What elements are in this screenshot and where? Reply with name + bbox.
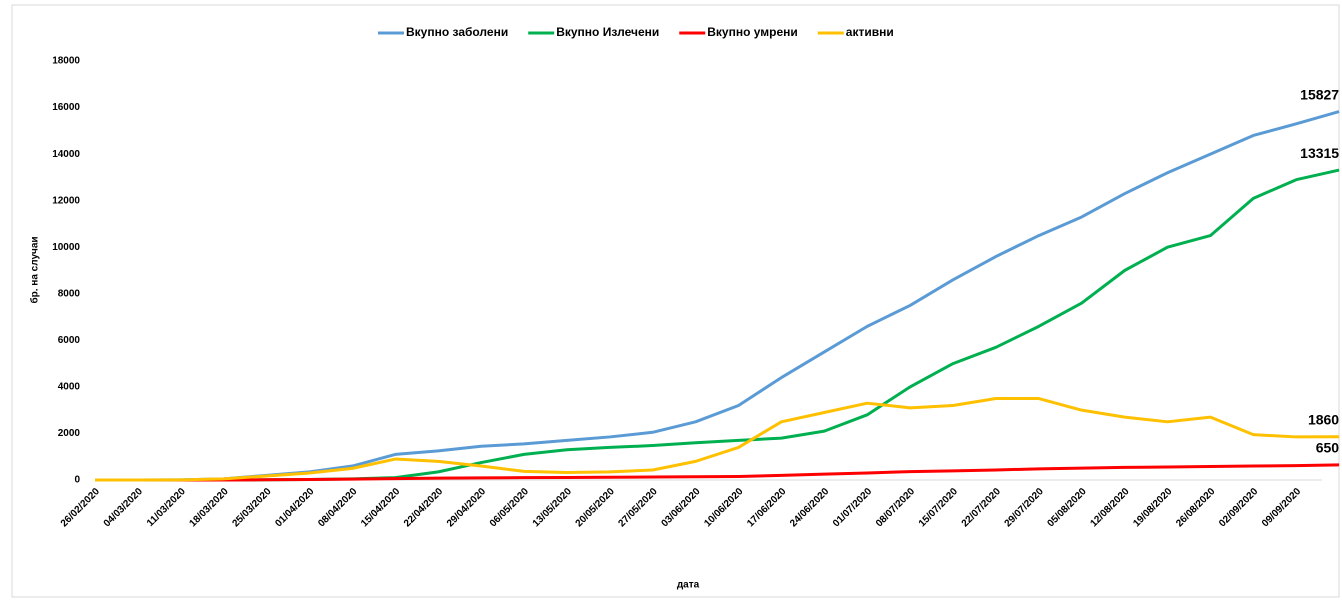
y-tick-label: 4000 (58, 382, 81, 393)
y-axis-label: бр. на случаи (29, 236, 41, 303)
y-tick-label: 0 (74, 475, 80, 486)
y-tick-label: 6000 (58, 335, 81, 346)
series-line (95, 397, 1340, 482)
y-tick-label: 10000 (52, 242, 80, 253)
y-tick-label: 16000 (52, 102, 80, 113)
y-tick-label: 2000 (58, 428, 81, 439)
end-label: 1860 (1308, 411, 1339, 427)
legend: Вкупно заболени Вкупно Излечени Вкупно умр… (378, 25, 894, 39)
chart-border (11, 4, 1340, 598)
end-label: 15827 (1300, 86, 1339, 102)
x-axis-label: дата (677, 580, 700, 591)
legend-label: Вкупно умрени (707, 25, 798, 39)
end-label: 650 (1316, 440, 1340, 456)
y-tick-label: 8000 (58, 288, 81, 299)
y-tick-label: 18000 (52, 56, 80, 67)
end-label: 13315 (1300, 145, 1339, 161)
y-tick-label: 14000 (52, 149, 80, 160)
legend-label: Вкупно Излечени (556, 25, 659, 39)
legend-label: активни (846, 25, 894, 39)
legend-label: Вкупно заболени (406, 25, 508, 39)
y-tick-label: 12000 (52, 195, 80, 206)
series-line (95, 463, 1340, 482)
